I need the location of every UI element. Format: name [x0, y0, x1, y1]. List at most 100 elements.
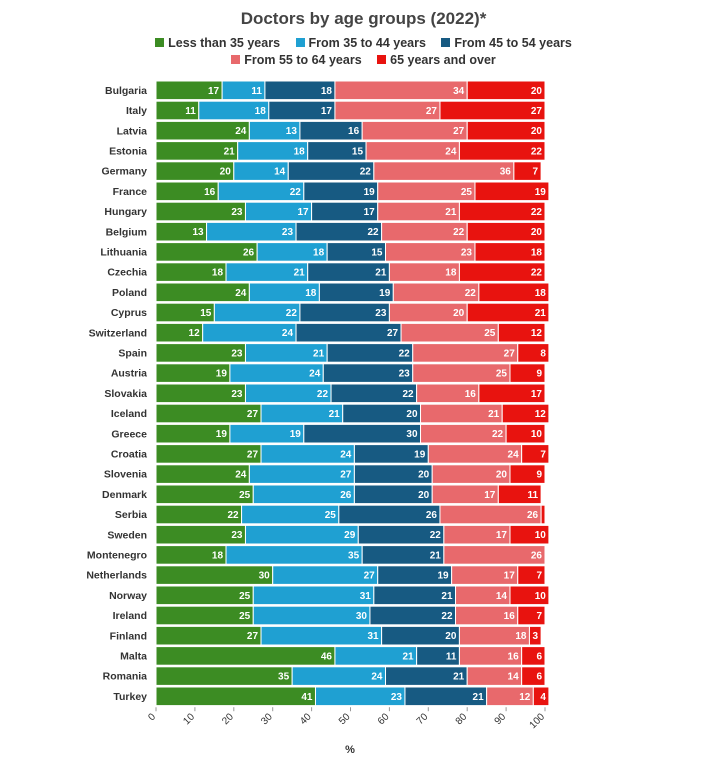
bar-segment-slovenia-s1[interactable] — [248, 464, 355, 484]
bar-segment-finland-s1[interactable] — [260, 625, 383, 646]
bar-segment-montenegro-s3[interactable] — [443, 545, 546, 565]
bar-segment-finland-s4[interactable] — [528, 625, 542, 646]
data-label-france-s4: 19 — [535, 187, 547, 198]
bar-segment-spain-s3[interactable] — [412, 343, 519, 363]
data-label-czechia-s2: 21 — [375, 268, 387, 279]
bar-segment-belgium-s4[interactable] — [466, 221, 546, 242]
data-label-iceland-s4: 12 — [535, 409, 547, 420]
bar-segment-slovakia-s4[interactable] — [478, 383, 546, 404]
bar-segment-malta-s4[interactable] — [521, 646, 546, 666]
data-label-greece-s2: 30 — [406, 429, 418, 440]
category-label-czechia: Czechia — [107, 267, 147, 279]
data-label-germany-s0: 20 — [220, 167, 232, 178]
bar-segment-turkey-s4[interactable] — [532, 686, 550, 707]
chart-title: Doctors by age groups (2022)* — [240, 9, 487, 28]
bar-segment-latvia-s3[interactable] — [361, 120, 468, 141]
bar-segment-norway-s4[interactable] — [509, 585, 550, 606]
data-label-poland-s2: 19 — [379, 288, 391, 299]
data-label-netherlands-s4: 7 — [536, 571, 542, 582]
data-label-belgium-s2: 22 — [367, 227, 379, 238]
category-label-germany: Germany — [101, 166, 147, 178]
bar-segment-denmark-s4[interactable] — [497, 484, 542, 505]
bar-segment-lithuania-s0[interactable] — [155, 242, 258, 262]
bar-segment-austria-s4[interactable] — [509, 363, 546, 383]
bar-segment-greece-s4[interactable] — [505, 423, 546, 444]
bar-segment-croatia-s4[interactable] — [521, 444, 550, 464]
data-label-denmark-s1: 26 — [340, 490, 352, 501]
bar-segment-netherlands-s0[interactable] — [155, 565, 274, 585]
bar-segment-italy-s4[interactable] — [439, 100, 546, 121]
data-label-netherlands-s1: 27 — [364, 571, 376, 582]
x-tick-label-40: 40 — [298, 711, 314, 727]
x-tick-label-70: 70 — [415, 711, 431, 727]
legend-item-55-64[interactable]: From 55 to 64 years — [231, 53, 362, 67]
bar-segment-norway-s1[interactable] — [252, 585, 375, 606]
data-label-slovakia-s3: 16 — [465, 389, 477, 400]
data-label-iceland-s1: 21 — [329, 409, 341, 420]
bar-segment-hungary-s4[interactable] — [458, 201, 546, 222]
bar-segment-iceland-s4[interactable] — [501, 403, 550, 424]
data-label-poland-s4: 18 — [535, 288, 547, 299]
data-label-netherlands-s0: 30 — [259, 571, 271, 582]
bar-segment-greece-s2[interactable] — [303, 423, 422, 444]
bar-segment-italy-s3[interactable] — [334, 100, 441, 121]
data-label-switzerland-s3: 25 — [484, 328, 496, 339]
data-label-poland-s0: 24 — [235, 288, 247, 299]
bar-segment-lithuania-s4[interactable] — [474, 242, 546, 262]
data-label-sweden-s4: 10 — [535, 530, 547, 541]
bar-segment-romania-s4[interactable] — [521, 666, 546, 686]
bar-segment-bulgaria-s3[interactable] — [334, 80, 468, 101]
data-label-slovakia-s4: 17 — [531, 389, 543, 400]
bar-segment-serbia-s2[interactable] — [338, 504, 441, 525]
bar-segment-cyprus-s4[interactable] — [466, 302, 550, 323]
data-label-montenegro-s2: 21 — [430, 550, 442, 561]
bar-segment-croatia-s0[interactable] — [155, 444, 262, 464]
data-label-estonia-s0: 21 — [224, 146, 236, 157]
bar-segment-poland-s4[interactable] — [478, 282, 550, 303]
bar-segment-france-s4[interactable] — [474, 181, 550, 202]
data-label-croatia-s0: 27 — [247, 449, 259, 460]
bar-segment-sweden-s1[interactable] — [244, 524, 359, 545]
bar-segment-switzerland-s4[interactable] — [497, 322, 546, 343]
bar-segment-finland-s0[interactable] — [155, 625, 262, 646]
bar-segment-czechia-s4[interactable] — [458, 262, 546, 282]
legend-item-45-54[interactable]: From 45 to 54 years — [441, 36, 572, 50]
bar-segment-serbia-s3[interactable] — [439, 504, 542, 525]
bar-segment-ireland-s1[interactable] — [252, 605, 371, 626]
bar-segment-bulgaria-s4[interactable] — [466, 80, 546, 101]
category-label-switzerland: Switzerland — [89, 327, 147, 339]
legend-label-under-35: Less than 35 years — [168, 36, 281, 50]
bar-segment-serbia-s4[interactable] — [540, 504, 546, 525]
bar-segment-netherlands-s1[interactable] — [272, 565, 379, 585]
legend-item-65-plus[interactable]: 65 years and over — [377, 53, 496, 67]
bar-segment-slovenia-s4[interactable] — [509, 464, 546, 484]
bar-segment-switzerland-s2[interactable] — [295, 322, 402, 343]
bar-segment-iceland-s0[interactable] — [155, 403, 262, 424]
data-label-bulgaria-s2: 18 — [321, 86, 333, 97]
bar-segment-montenegro-s1[interactable] — [225, 545, 363, 565]
category-label-estonia: Estonia — [109, 146, 147, 158]
bar-segment-sweden-s4[interactable] — [509, 524, 550, 545]
bar-segment-denmark-s1[interactable] — [252, 484, 355, 505]
bar-segment-germany-s4[interactable] — [513, 161, 542, 181]
bar-segment-ireland-s4[interactable] — [517, 605, 546, 626]
bar-segment-netherlands-s4[interactable] — [517, 565, 546, 585]
bar-segment-germany-s3[interactable] — [373, 161, 515, 181]
bar-segment-turkey-s0[interactable] — [155, 686, 316, 707]
x-tick-label-100: 100 — [528, 711, 548, 731]
bar-segment-latvia-s4[interactable] — [466, 120, 546, 141]
legend-item-under-35[interactable]: Less than 35 years — [155, 36, 280, 50]
legend-item-35-44[interactable]: From 35 to 44 years — [295, 36, 426, 50]
data-label-finland-s1: 31 — [367, 631, 379, 642]
data-label-ireland-s0: 25 — [239, 611, 251, 622]
data-label-lithuania-s4: 18 — [531, 247, 543, 258]
data-label-norway-s1: 31 — [360, 591, 372, 602]
bar-segment-estonia-s4[interactable] — [458, 141, 546, 161]
bar-segment-spain-s4[interactable] — [517, 343, 550, 363]
bar-segment-malta-s0[interactable] — [155, 646, 336, 666]
data-label-czechia-s4: 22 — [531, 268, 543, 279]
data-label-estonia-s1: 18 — [294, 146, 306, 157]
data-label-iceland-s0: 27 — [247, 409, 259, 420]
bar-segment-romania-s0[interactable] — [155, 666, 293, 686]
data-label-slovenia-s0: 24 — [235, 470, 247, 481]
